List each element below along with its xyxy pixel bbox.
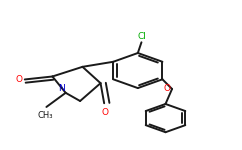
Text: Cl: Cl <box>137 32 146 41</box>
Text: CH₃: CH₃ <box>38 111 53 120</box>
Text: N: N <box>58 84 65 93</box>
Text: O: O <box>163 84 170 93</box>
Text: O: O <box>101 108 108 117</box>
Text: O: O <box>16 75 23 84</box>
